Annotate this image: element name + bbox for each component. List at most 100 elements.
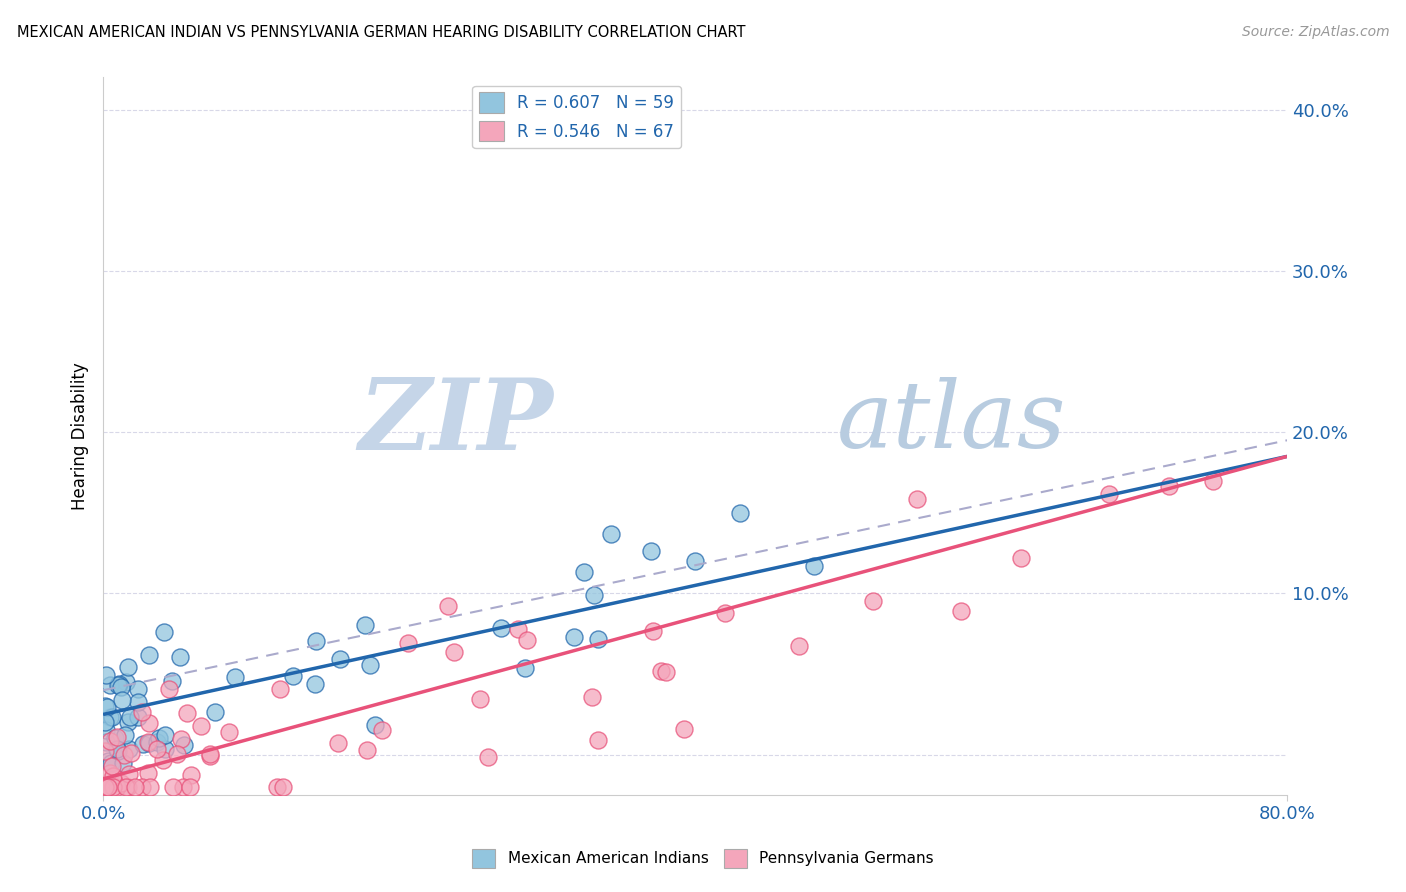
Point	[787, 639, 810, 653]
Point	[131, 705, 153, 719]
Legend: R = 0.607   N = 59, R = 0.546   N = 67: R = 0.607 N = 59, R = 0.546 N = 67	[472, 86, 681, 148]
Point	[364, 718, 387, 732]
Point	[443, 645, 465, 659]
Point	[862, 594, 884, 608]
Point	[97, 780, 120, 794]
Point	[96, 700, 118, 714]
Point	[117, 780, 139, 794]
Point	[650, 664, 672, 678]
Point	[94, 668, 117, 682]
Point	[190, 719, 212, 733]
Point	[640, 544, 662, 558]
Point	[169, 649, 191, 664]
Point	[111, 692, 134, 706]
Point	[266, 780, 288, 794]
Point	[153, 624, 176, 639]
Point	[224, 670, 246, 684]
Point	[586, 733, 609, 747]
Point	[283, 669, 305, 683]
Point	[329, 652, 352, 666]
Point	[120, 747, 142, 761]
Point	[506, 623, 529, 637]
Point	[105, 730, 128, 744]
Point	[112, 747, 135, 762]
Point	[271, 780, 294, 794]
Point	[96, 780, 118, 794]
Point	[105, 780, 128, 794]
Point	[304, 677, 326, 691]
Point	[114, 780, 136, 794]
Point	[269, 681, 291, 696]
Point	[131, 737, 153, 751]
Point	[97, 754, 120, 768]
Point	[136, 735, 159, 749]
Point	[110, 680, 132, 694]
Point	[110, 775, 132, 789]
Point	[600, 527, 623, 541]
Point	[950, 604, 973, 618]
Point	[146, 735, 169, 749]
Point	[200, 749, 222, 764]
Point	[180, 768, 202, 782]
Y-axis label: Hearing Disability: Hearing Disability	[72, 362, 89, 510]
Point	[353, 618, 375, 632]
Point	[104, 731, 127, 746]
Point	[641, 624, 664, 639]
Point	[98, 765, 121, 780]
Point	[117, 660, 139, 674]
Point	[437, 599, 460, 613]
Point	[683, 554, 706, 568]
Point	[564, 631, 586, 645]
Point	[166, 747, 188, 761]
Point	[1010, 550, 1032, 565]
Point	[204, 706, 226, 720]
Point	[169, 731, 191, 746]
Point	[138, 715, 160, 730]
Point	[148, 731, 170, 745]
Point	[1098, 487, 1121, 501]
Point	[728, 506, 751, 520]
Point	[98, 734, 121, 748]
Point	[127, 681, 149, 696]
Point	[370, 723, 392, 737]
Point	[114, 728, 136, 742]
Point	[218, 725, 240, 739]
Point	[153, 728, 176, 742]
Point	[513, 660, 536, 674]
Point	[713, 606, 735, 620]
Point	[112, 756, 135, 770]
Text: Source: ZipAtlas.com: Source: ZipAtlas.com	[1241, 25, 1389, 39]
Point	[117, 715, 139, 730]
Point	[803, 559, 825, 574]
Point	[396, 636, 419, 650]
Point	[94, 723, 117, 737]
Point	[115, 674, 138, 689]
Point	[200, 747, 222, 761]
Point	[100, 756, 122, 770]
Point	[160, 673, 183, 688]
Point	[1202, 474, 1225, 488]
Point	[146, 741, 169, 756]
Point	[124, 780, 146, 794]
Point	[107, 743, 129, 757]
Point	[100, 678, 122, 692]
Point	[489, 621, 512, 635]
Point	[127, 695, 149, 709]
Point	[94, 715, 117, 730]
Text: atlas: atlas	[837, 377, 1067, 467]
Text: ZIP: ZIP	[359, 374, 553, 470]
Point	[136, 766, 159, 780]
Point	[93, 780, 115, 794]
Point	[356, 743, 378, 757]
Point	[515, 633, 537, 648]
Point	[586, 632, 609, 646]
Point	[107, 678, 129, 692]
Point	[118, 710, 141, 724]
Point	[905, 491, 928, 506]
Point	[326, 736, 349, 750]
Point	[477, 750, 499, 764]
Legend: Mexican American Indians, Pennsylvania Germans: Mexican American Indians, Pennsylvania G…	[467, 843, 939, 873]
Point	[654, 665, 676, 679]
Point	[98, 709, 121, 723]
Point	[101, 769, 124, 783]
